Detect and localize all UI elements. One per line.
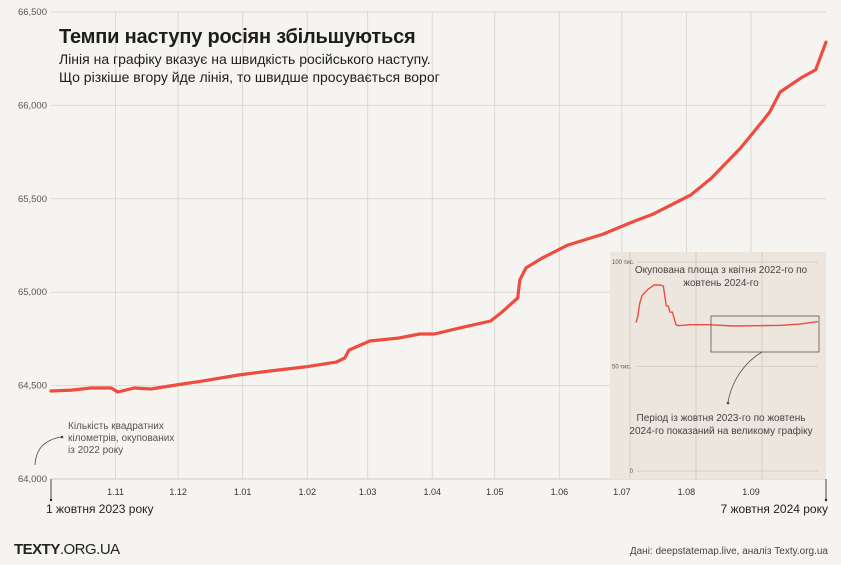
y-tick-label: 64,500 (18, 381, 47, 392)
x-axis-end-dot (824, 498, 828, 502)
main-series-line (49, 40, 828, 394)
x-tick-label: 1.09 (742, 487, 760, 497)
x-tick-label: 1.06 (551, 487, 569, 497)
y-tick-label: 66,000 (18, 100, 47, 111)
x-tick-label: 1.04 (423, 487, 441, 497)
inset-chart: 0 50 тис. 100 тис. (610, 252, 826, 479)
x-tick-label: 1.08 (678, 487, 696, 497)
y-axis-annotation: Кількість квадратних кілометрів, окупова… (68, 421, 174, 457)
x-tick-label: 1.02 (298, 487, 316, 497)
x-tick-label: 1.05 (486, 487, 504, 497)
y-tick-labels: 64,000 64,500 65,000 65,500 66,000 66,500 (18, 7, 47, 485)
inset-y-tick-label: 0 (630, 469, 634, 475)
x-tick-label: 1.12 (169, 487, 187, 497)
y-tick-label: 64,000 (18, 474, 47, 485)
x-tick-label: 1.07 (613, 487, 631, 497)
x-tick-label: 1.03 (359, 487, 377, 497)
y-tick-label: 65,500 (18, 194, 47, 205)
inset-series-line (635, 284, 819, 327)
x-tick-labels: 1.11 1.12 1.01 1.02 1.03 1.04 1.05 1.06 1.07 1.08… (107, 487, 760, 497)
inset-highlight-box (710, 315, 820, 353)
x-end-label: 7 жовтня 2024 року (720, 502, 828, 516)
inset-connector-arrow (727, 351, 763, 403)
inset-arrow-head (726, 401, 730, 405)
y-tick-label: 66,500 (18, 7, 47, 18)
subtitle-line-2: Що різкіше вгору йде лінія, то швидше пр… (59, 69, 440, 85)
texty-logo[interactable]: TEXTY.ORG.UA (14, 541, 120, 558)
x-start-label: 1 жовтня 2023 року (46, 502, 154, 516)
inset-annotation: Період із жовтня 2023-го по жовтень 2024… (629, 413, 813, 437)
y-tick-label: 65,000 (18, 287, 47, 298)
annotation-line-2: кілометрів, окупованих (68, 433, 175, 444)
subtitle-line-1: Лінія на графіку вказує на швидкість рос… (59, 51, 431, 67)
logo-rest: .ORG.UA (59, 541, 120, 558)
inset-y-tick-label: 100 тис. (612, 260, 635, 266)
x-tick-label: 1.11 (107, 487, 124, 497)
data-source: Дані: deepstatemap.live, аналіз Texty.or… (629, 546, 828, 557)
annotation-arrow-head (60, 435, 64, 439)
inset-title: Окупована площа з квітня 2022-го по жовт… (634, 265, 808, 289)
annotation-line-1: Кількість квадратних (68, 421, 164, 432)
annotation-line-3: із 2022 року (68, 445, 124, 456)
chart-title: Темпи наступу росіян збільшуються (59, 26, 416, 48)
logo-bold: TEXTY (14, 541, 60, 558)
inset-background (610, 252, 826, 479)
inset-y-tick-label: 50 тис. (612, 365, 631, 371)
x-axis-start-dot (49, 498, 53, 502)
x-tick-label: 1.01 (234, 487, 252, 497)
annotation-arrow (34, 436, 62, 466)
chart-subtitle: Лінія на графіку вказує на швидкість рос… (59, 50, 440, 86)
